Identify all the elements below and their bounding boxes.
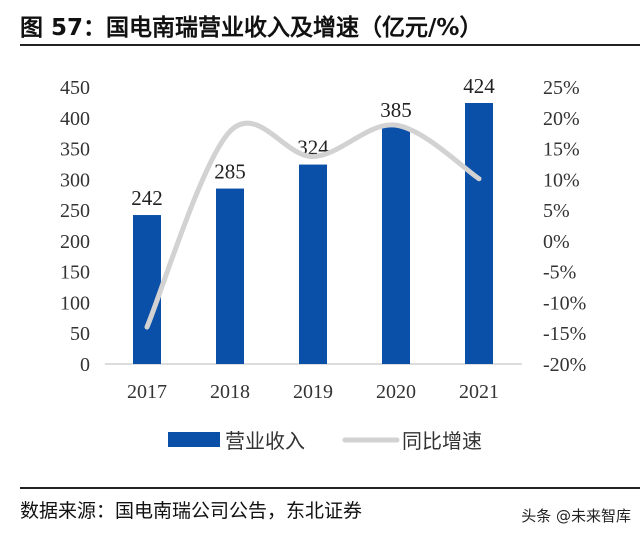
growth-line xyxy=(144,120,482,330)
y-left-tick: 0 xyxy=(80,354,90,376)
y-right-tick: 15% xyxy=(543,139,580,161)
data-label: 385 xyxy=(380,98,412,122)
y-left-tick: 450 xyxy=(60,77,90,99)
y-left-tick: 400 xyxy=(60,108,90,130)
data-label: 424 xyxy=(463,74,495,98)
y-right-tick: -10% xyxy=(543,292,586,314)
source-rule xyxy=(20,487,640,489)
legend-bar-label: 营业收入 xyxy=(225,430,305,453)
title-rule xyxy=(20,44,640,46)
y-left-tick: 150 xyxy=(60,262,90,284)
y-left-tick: 300 xyxy=(60,169,90,191)
legend-bar-swatch xyxy=(168,432,220,447)
y-left-tick: 100 xyxy=(60,292,90,314)
chart: 0 50 100 150 200 250 300 350 400 450 -20% -15% -10% -… xyxy=(60,74,586,453)
y-right-tick: 25% xyxy=(543,77,580,99)
x-tick: 2019 xyxy=(293,381,333,403)
bar-2019 xyxy=(299,164,327,364)
y-left-tick: 50 xyxy=(70,323,90,345)
x-tick: 2017 xyxy=(127,381,167,403)
watermark: 头条 @未来智库 xyxy=(521,507,631,525)
y-left-tick: 350 xyxy=(60,139,90,161)
x-tick: 2021 xyxy=(459,381,499,403)
x-tick: 2018 xyxy=(210,381,250,403)
y-right-tick: 0% xyxy=(543,231,570,253)
y-right-tick: 5% xyxy=(543,200,570,222)
source-note: 数据来源：国电南瑞公司公告，东北证券 xyxy=(20,500,363,522)
y-left-tick: 200 xyxy=(60,231,90,253)
y-right-tick: -20% xyxy=(543,354,586,376)
bar-2018 xyxy=(216,188,244,364)
data-label: 285 xyxy=(214,160,246,184)
y-left-tick: 250 xyxy=(60,200,90,222)
bar-2017 xyxy=(133,215,161,364)
y-right-tick: -15% xyxy=(543,323,586,345)
legend-line-label: 同比增速 xyxy=(402,430,482,453)
bar-2021 xyxy=(465,103,493,364)
bar-2020 xyxy=(382,127,410,364)
x-tick: 2020 xyxy=(376,381,416,403)
chart-title: 图 57：国电南瑞营业收入及增速（亿元/%） xyxy=(20,15,483,41)
data-label: 242 xyxy=(131,186,163,210)
y-right-tick: 10% xyxy=(543,169,580,191)
y-right-tick: 20% xyxy=(543,108,580,130)
y-right-tick: -5% xyxy=(543,262,576,284)
